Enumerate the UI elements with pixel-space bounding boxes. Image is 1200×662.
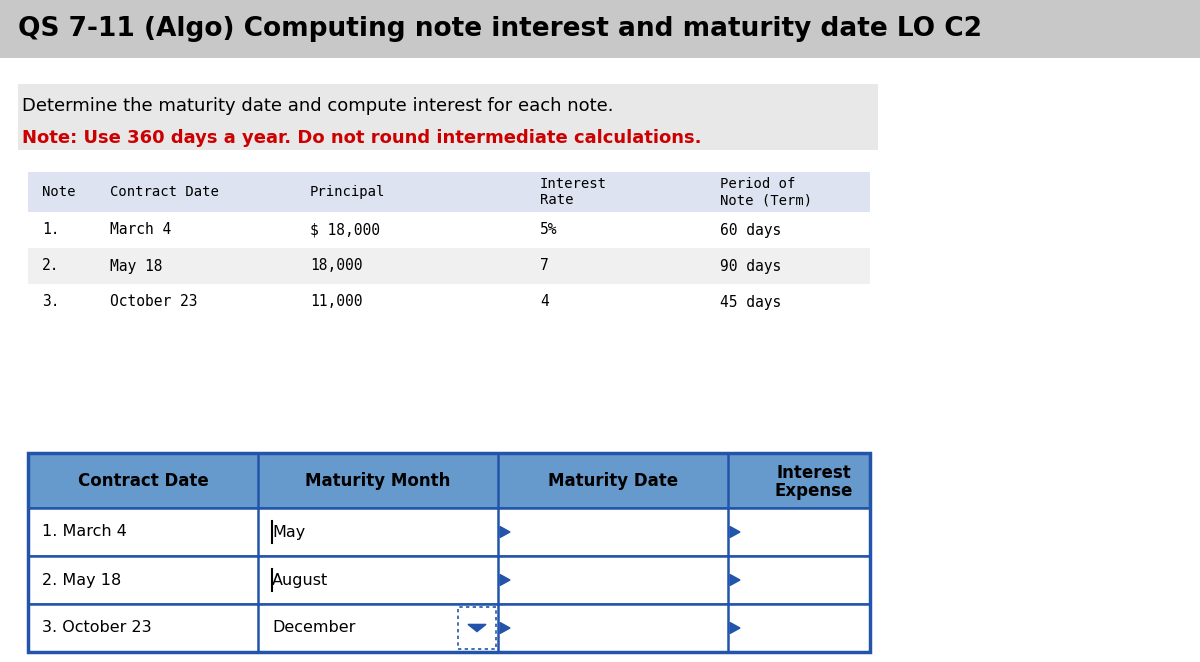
Text: May: May	[272, 524, 305, 540]
Polygon shape	[500, 575, 510, 585]
Text: 2.: 2.	[42, 258, 60, 273]
Text: Interest: Interest	[776, 463, 851, 481]
Text: Expense: Expense	[775, 481, 853, 500]
Bar	[458, 607, 496, 649]
Bar	[28, 453, 870, 508]
Text: Contract Date: Contract Date	[78, 471, 209, 489]
Text: 11,000: 11,000	[310, 295, 362, 310]
Text: 18,000: 18,000	[310, 258, 362, 273]
Text: 5%: 5%	[540, 222, 558, 238]
Text: May 18: May 18	[110, 258, 162, 273]
Text: Maturity Month: Maturity Month	[305, 471, 451, 489]
Polygon shape	[730, 526, 740, 538]
Text: 2. May 18: 2. May 18	[42, 573, 121, 587]
Text: Interest: Interest	[540, 177, 607, 191]
Text: 4: 4	[540, 295, 548, 310]
Polygon shape	[500, 622, 510, 634]
Text: Note: Use 360 days a year. Do not round intermediate calculations.: Note: Use 360 days a year. Do not round …	[22, 129, 702, 147]
Text: October 23: October 23	[110, 295, 198, 310]
Text: Note (Term): Note (Term)	[720, 193, 812, 207]
Text: Contract Date: Contract Date	[110, 185, 218, 199]
Text: Principal: Principal	[310, 185, 385, 199]
Bar	[28, 508, 870, 556]
Bar	[18, 84, 878, 150]
Bar	[28, 556, 870, 604]
Text: $ 18,000: $ 18,000	[310, 222, 380, 238]
Text: 7: 7	[540, 258, 548, 273]
Text: Period of: Period of	[720, 177, 796, 191]
Bar	[0, 0, 1200, 58]
Text: Rate: Rate	[540, 193, 574, 207]
Bar	[28, 212, 870, 248]
Polygon shape	[500, 526, 510, 538]
Text: 3. October 23: 3. October 23	[42, 620, 151, 636]
Text: 45 days: 45 days	[720, 295, 781, 310]
Polygon shape	[730, 622, 740, 634]
Bar	[28, 453, 870, 652]
Text: 60 days: 60 days	[720, 222, 781, 238]
Text: 3.: 3.	[42, 295, 60, 310]
Text: Determine the maturity date and compute interest for each note.: Determine the maturity date and compute …	[22, 97, 613, 115]
Bar	[28, 604, 870, 652]
Text: 90 days: 90 days	[720, 258, 781, 273]
Text: March 4: March 4	[110, 222, 172, 238]
Polygon shape	[730, 575, 740, 585]
Bar	[28, 172, 870, 212]
Bar	[28, 284, 870, 320]
Text: 1.: 1.	[42, 222, 60, 238]
Text: QS 7-11 (Algo) Computing note interest and maturity date LO C2: QS 7-11 (Algo) Computing note interest a…	[18, 16, 982, 42]
Text: December: December	[272, 620, 355, 636]
Bar	[28, 248, 870, 284]
Text: Maturity Date: Maturity Date	[548, 471, 678, 489]
Polygon shape	[468, 624, 486, 632]
Text: Note: Note	[42, 185, 76, 199]
Text: August: August	[272, 573, 329, 587]
Text: 1. March 4: 1. March 4	[42, 524, 127, 540]
